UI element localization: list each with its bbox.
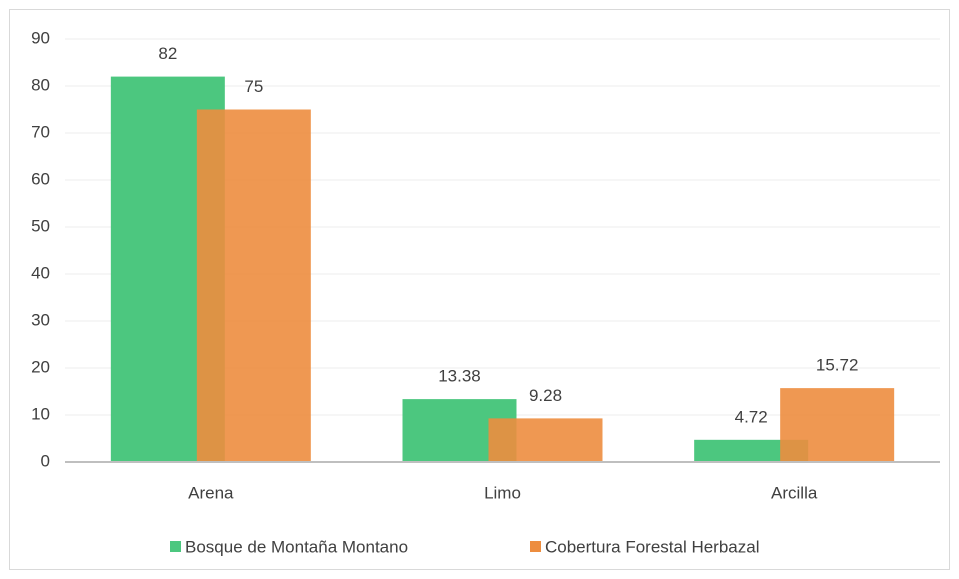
legend-label: Bosque de Montaña Montano bbox=[185, 537, 408, 556]
y-tick-label: 40 bbox=[31, 263, 50, 282]
data-label: 13.38 bbox=[438, 367, 481, 386]
legend-label: Cobertura Forestal Herbazal bbox=[545, 537, 759, 556]
bar bbox=[196, 109, 311, 462]
y-tick-label: 30 bbox=[31, 310, 50, 329]
y-tick-label: 10 bbox=[31, 404, 50, 423]
x-tick-label: Arena bbox=[188, 483, 234, 502]
y-tick-label: 50 bbox=[31, 216, 50, 235]
bar bbox=[780, 388, 895, 462]
y-tick-label: 70 bbox=[31, 122, 50, 141]
data-label: 82 bbox=[158, 44, 177, 63]
y-tick-label: 0 bbox=[41, 451, 50, 470]
x-tick-label: Limo bbox=[484, 483, 521, 502]
bar bbox=[694, 439, 809, 462]
data-label: 15.72 bbox=[816, 356, 859, 375]
y-tick-label: 90 bbox=[31, 28, 50, 47]
legend-swatch bbox=[530, 541, 541, 552]
x-tick-label: Arcilla bbox=[771, 483, 818, 502]
data-label: 4.72 bbox=[735, 407, 768, 426]
bar bbox=[488, 418, 603, 462]
y-tick-label: 60 bbox=[31, 169, 50, 188]
data-label: 75 bbox=[244, 77, 263, 96]
y-tick-label: 80 bbox=[31, 75, 50, 94]
y-tick-label: 20 bbox=[31, 357, 50, 376]
legend-swatch bbox=[170, 541, 181, 552]
data-label: 9.28 bbox=[529, 386, 562, 405]
